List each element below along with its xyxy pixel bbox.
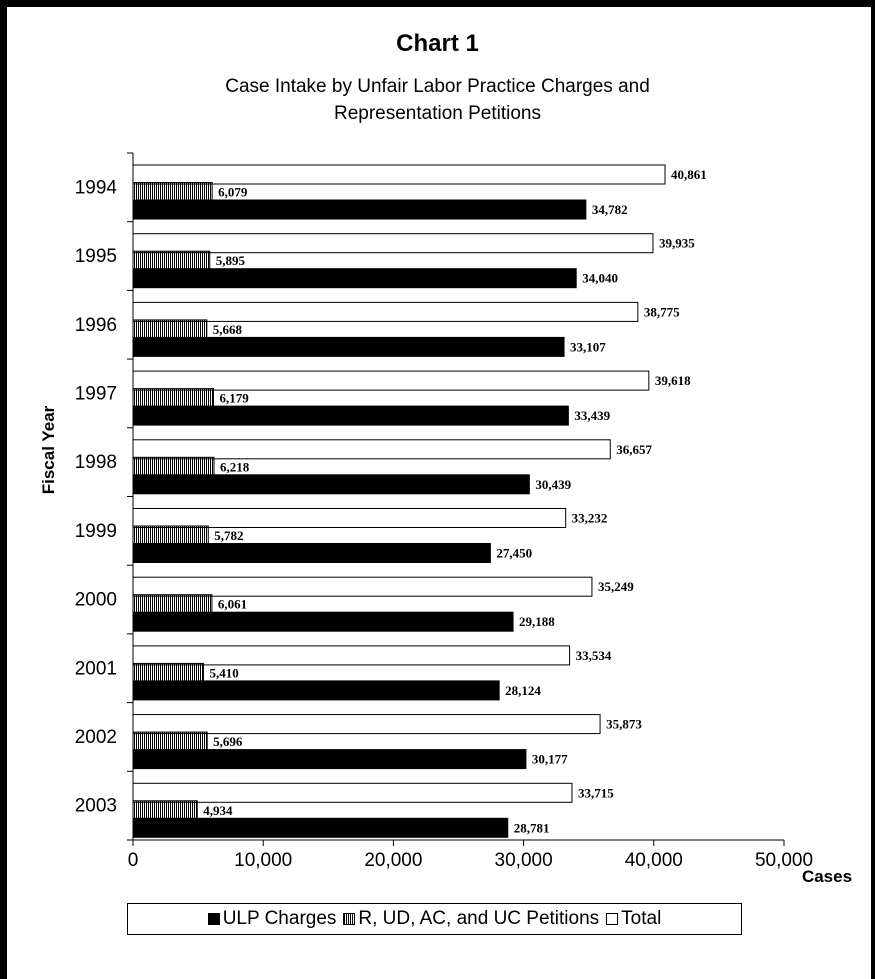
y-tick-label-1996: 1996 [75,315,117,336]
bar-open-2000 [132,576,593,597]
legend-item-total: Total [606,908,661,930]
bar-open-1996 [132,301,639,322]
legend: ULP Charges R, UD, AC, and UC Petitions … [127,903,742,935]
bar-hatched-1996 [132,319,208,340]
data-label-open-1997: 39,618 [655,373,691,388]
bars-group: 40,861 6,079 34,782 39,935 5,895 34,040 38,775… [132,164,707,838]
data-label-solid-1994: 34,782 [592,202,628,217]
y-tick-label-1994: 1994 [75,177,118,198]
bar-hatched-1999 [132,525,209,546]
bar-open-1998 [132,439,611,460]
bar-solid-1999 [132,543,491,563]
y-tick-label-1998: 1998 [75,452,117,473]
data-label-open-1999: 33,232 [572,511,608,526]
bar-open-2003 [132,782,573,803]
axes-group: 1994 1995 1996 1997 1998 1999 2000 2001 2002 2003… [75,152,813,871]
data-label-solid-2001: 28,124 [505,683,541,698]
legend-item-petitions: R, UD, AC, and UC Petitions [343,908,599,930]
bar-hatched-1998 [132,456,215,477]
y-axis-title: Fiscal Year [39,405,58,494]
data-label-solid-1997: 33,439 [574,408,610,423]
bar-open-1995 [132,233,654,254]
data-label-hatched-2001: 5,410 [209,665,238,680]
bar-hatched-1995 [132,250,211,271]
y-tick-label-2000: 2000 [75,590,117,611]
bar-solid-1995 [132,268,577,289]
bar-solid-2003 [132,817,509,838]
data-label-solid-1995: 34,040 [582,271,618,286]
data-label-solid-1999: 27,450 [496,546,532,561]
data-label-open-1998: 36,657 [616,442,652,457]
bar-solid-1994 [132,199,587,220]
bar-hatched-1997 [132,388,214,409]
data-label-open-1996: 38,775 [644,304,680,319]
y-tick-label-2002: 2002 [75,727,117,748]
bar-open-2001 [132,645,571,666]
data-label-open-2003: 33,715 [578,785,614,800]
chart-title: Chart 1 [396,30,479,57]
data-label-open-1995: 39,935 [659,236,695,251]
data-label-open-2002: 35,873 [606,717,642,732]
data-label-solid-2002: 30,177 [532,752,568,767]
legend-swatch-solid [207,913,220,925]
y-tick-label-2003: 2003 [75,796,117,817]
bar-hatched-2003 [132,800,198,821]
chart-subtitle-line-1: Case Intake by Unfair Labor Practice Cha… [225,76,650,97]
bar-hatched-2000 [132,594,213,615]
data-label-hatched-1999: 5,782 [214,528,243,543]
legend-label-petitions: R, UD, AC, and UC Petitions [358,908,600,929]
bar-solid-2001 [132,680,500,701]
x-tick-label-2: 20,000 [364,850,422,871]
x-tick-label-5: 50,000 [755,850,813,871]
bar-solid-1998 [132,474,530,495]
data-label-open-1994: 40,861 [671,167,707,182]
data-label-open-2000: 35,249 [598,579,634,594]
y-tick-label-2001: 2001 [75,658,117,679]
bar-open-1994 [132,164,666,185]
x-tick-label-4: 40,000 [625,850,683,871]
legend-label-ulp: ULP Charges [222,908,337,929]
legend-swatch-hatched [343,913,356,925]
legend-label-total: Total [621,908,662,929]
data-label-solid-2003: 28,781 [514,820,550,835]
bar-solid-2000 [132,611,514,632]
data-label-solid-1996: 33,107 [570,339,606,354]
data-label-open-2001: 33,534 [576,648,612,663]
bar-open-1997 [132,370,650,391]
data-label-hatched-1994: 6,079 [218,185,248,200]
bar-hatched-1994 [132,182,213,202]
data-label-hatched-2000: 6,061 [218,597,247,612]
bar-open-1999 [132,508,567,528]
data-label-hatched-1996: 5,668 [213,322,243,337]
legend-swatch-open [606,913,619,925]
chart-subtitle: Case Intake by Unfair Labor Practice Cha… [0,73,875,127]
x-tick-label-1: 10,000 [234,850,292,871]
bar-solid-2002 [132,749,527,770]
bar-hatched-2002 [132,731,208,752]
data-label-solid-1998: 30,439 [535,477,571,492]
x-axis-title: Cases [802,867,852,886]
bar-solid-1997 [132,405,569,426]
legend-item-ulp: ULP Charges [207,908,337,930]
data-label-hatched-1995: 5,895 [216,253,246,268]
data-label-solid-2000: 29,188 [519,614,555,629]
x-tick-label-0: 0 [128,850,139,871]
y-tick-label-1995: 1995 [75,246,117,267]
data-label-hatched-2003: 4,934 [203,803,233,818]
data-label-hatched-1997: 6,179 [219,391,249,406]
data-label-hatched-2002: 5,696 [213,734,243,749]
y-tick-label-1999: 1999 [75,521,117,542]
bar-solid-1996 [132,336,565,357]
data-label-hatched-1998: 6,218 [220,459,250,474]
y-tick-label-1997: 1997 [75,383,117,404]
chart-subtitle-line-2: Representation Petitions [333,103,541,124]
bar-hatched-2001 [132,662,204,683]
bar-open-2002 [132,714,601,735]
x-tick-label-3: 30,000 [495,850,553,871]
